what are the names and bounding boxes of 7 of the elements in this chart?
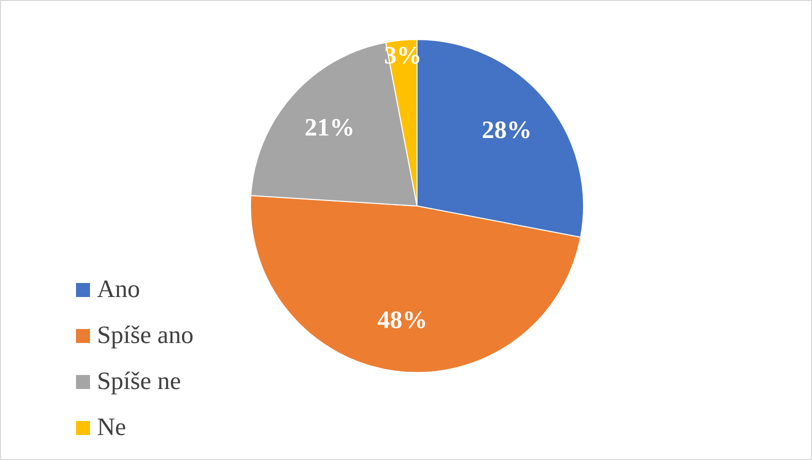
legend-label: Ano (97, 276, 140, 304)
legend-label: Ne (97, 414, 126, 442)
legend-label: Spíše ano (97, 322, 194, 350)
legend-label: Spíše ne (97, 368, 182, 396)
data-label: 21% (304, 114, 355, 142)
data-label: 48% (377, 307, 428, 334)
data-label: 28% (482, 117, 532, 144)
